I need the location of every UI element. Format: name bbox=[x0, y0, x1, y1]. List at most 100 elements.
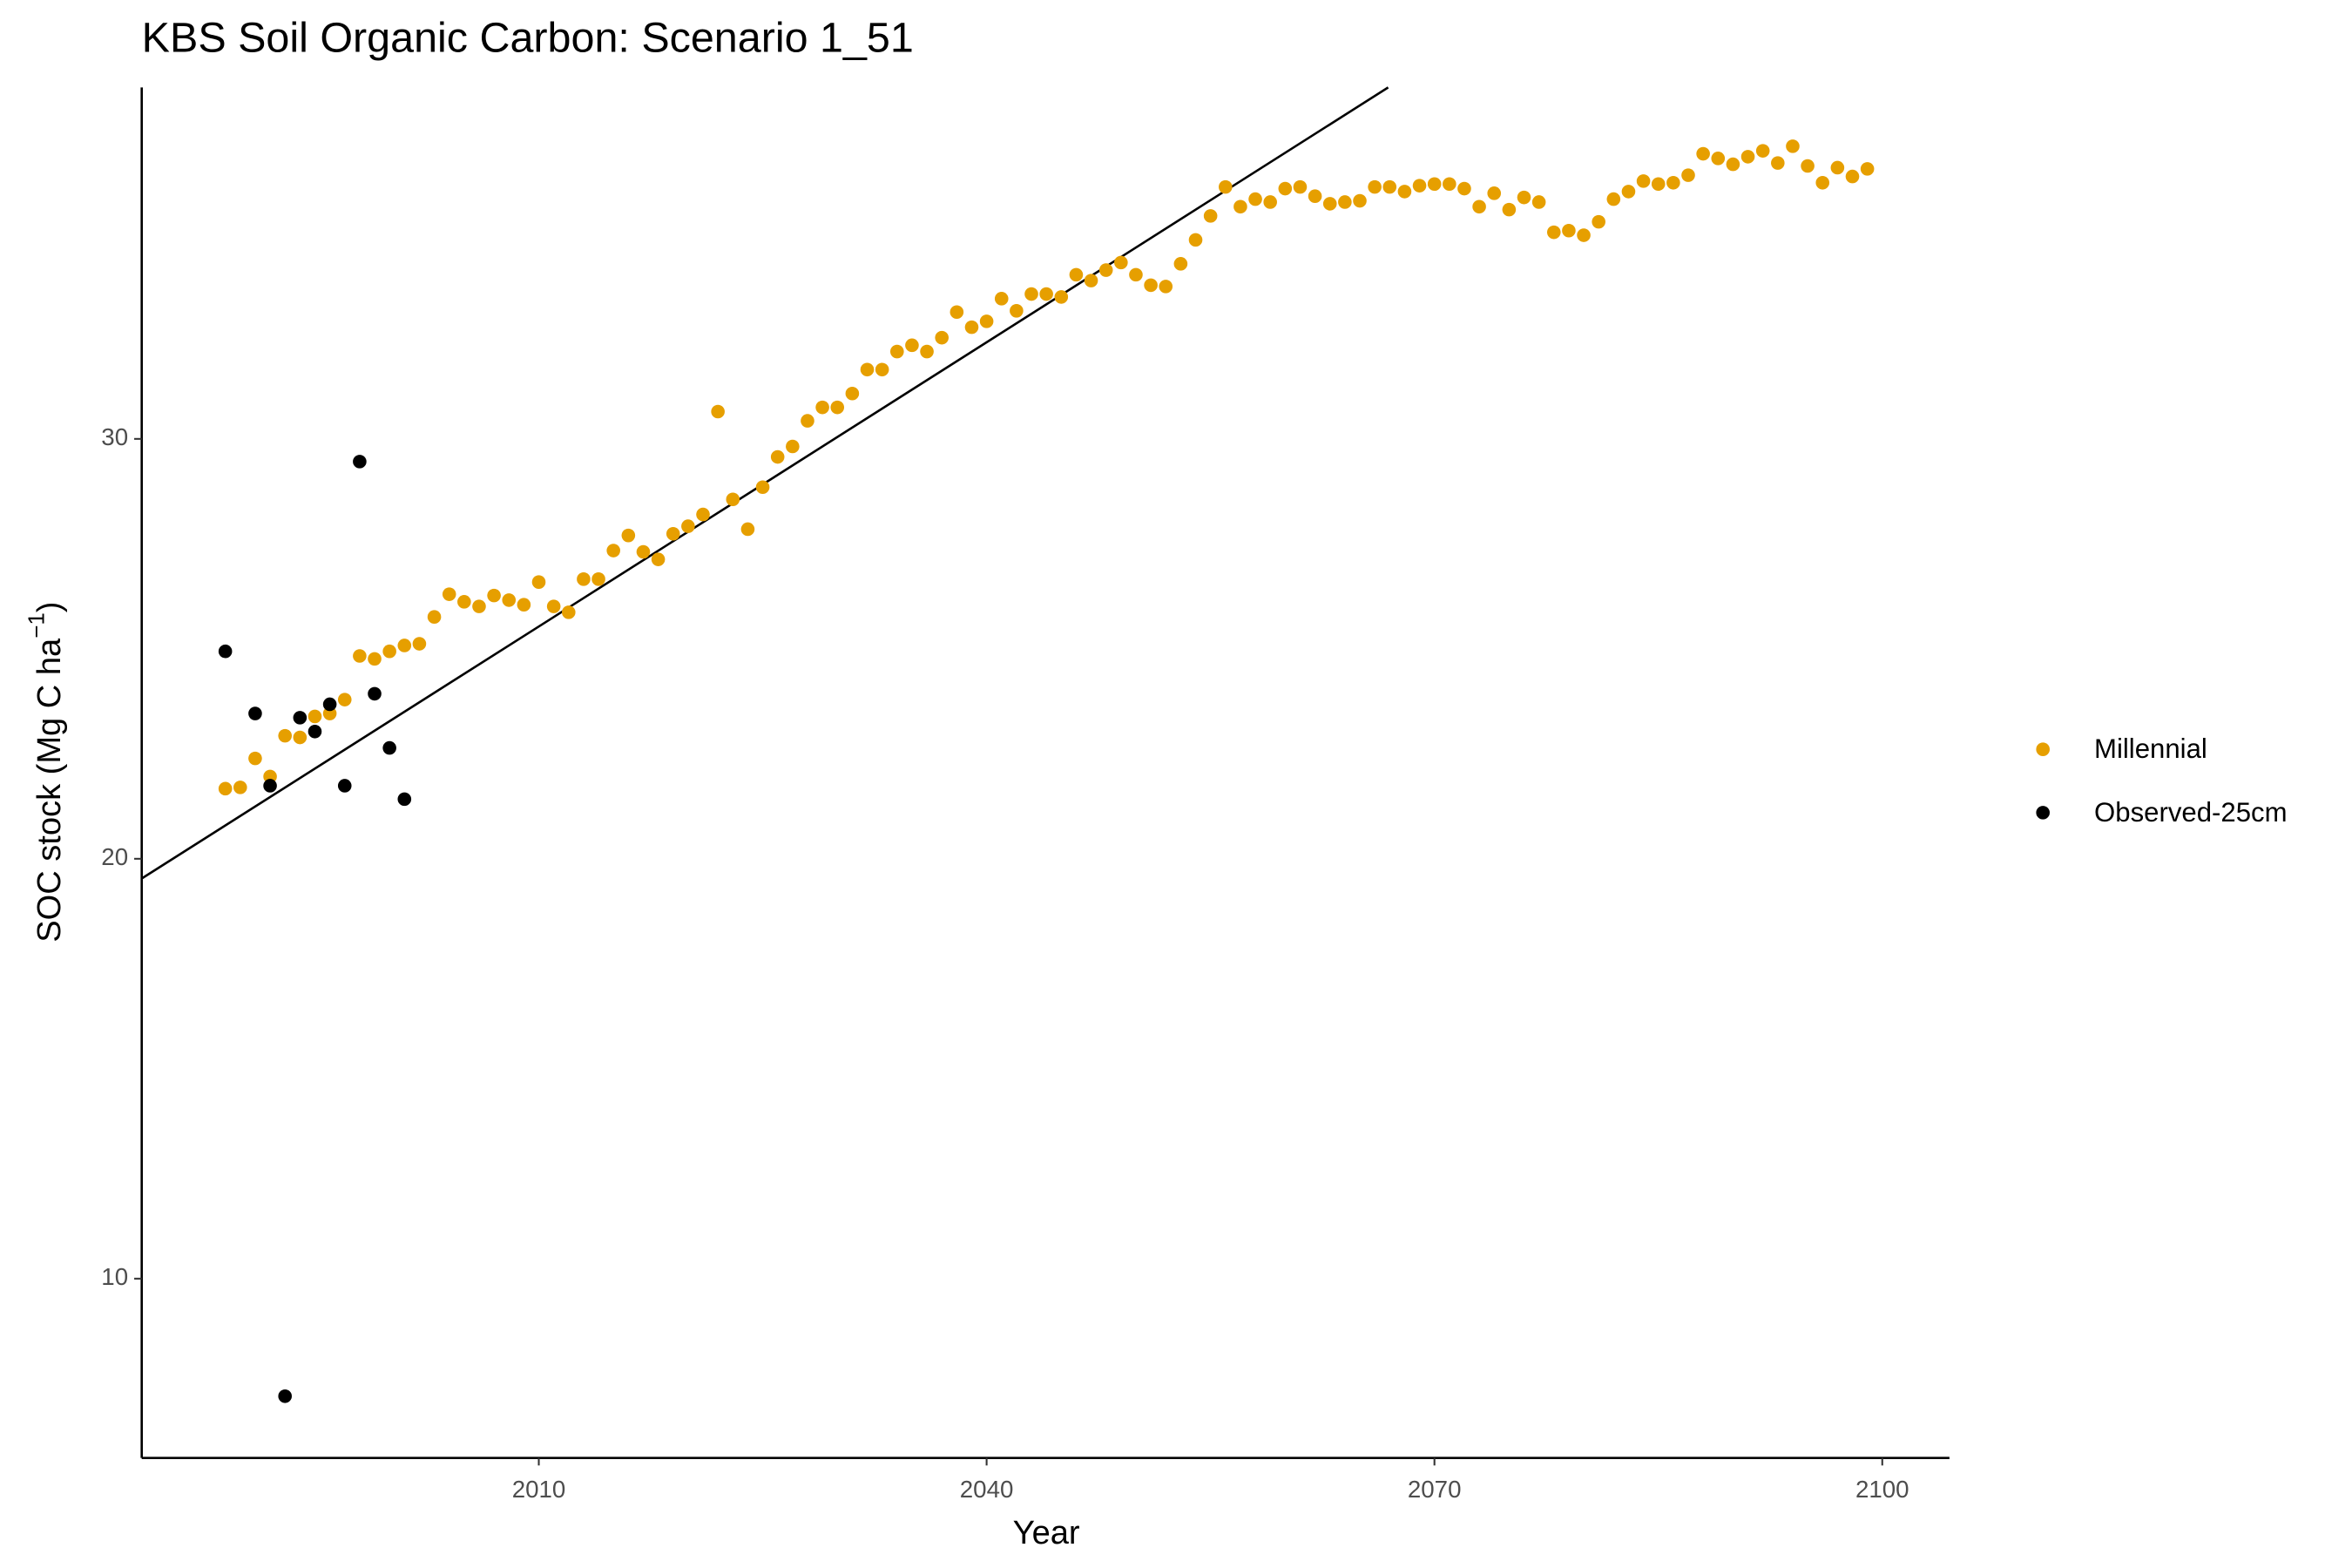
data-point bbox=[1577, 228, 1591, 242]
data-point bbox=[368, 652, 382, 666]
data-point bbox=[1159, 280, 1173, 294]
data-point bbox=[1711, 152, 1726, 166]
data-point bbox=[1024, 287, 1038, 301]
data-point bbox=[1353, 193, 1367, 208]
data-point bbox=[1443, 177, 1456, 192]
data-point bbox=[1278, 181, 1293, 196]
data-point bbox=[427, 610, 442, 624]
data-point bbox=[293, 711, 308, 725]
data-point bbox=[472, 599, 486, 613]
data-point bbox=[442, 587, 456, 601]
data-point bbox=[1233, 199, 1247, 214]
data-point bbox=[1562, 223, 1576, 238]
data-point bbox=[1517, 190, 1531, 205]
data-point bbox=[1546, 225, 1561, 240]
data-point bbox=[1188, 233, 1203, 247]
data-point bbox=[666, 526, 680, 541]
data-point bbox=[845, 386, 860, 401]
data-point bbox=[1218, 179, 1233, 194]
y-axis-title-sup: −1 bbox=[23, 612, 49, 639]
data-point bbox=[1084, 274, 1098, 287]
data-point bbox=[487, 588, 501, 603]
data-point bbox=[278, 728, 292, 743]
data-point bbox=[651, 552, 666, 566]
x-tick-label: 2070 bbox=[1408, 1476, 1462, 1503]
data-point bbox=[1039, 287, 1053, 301]
data-point bbox=[1248, 192, 1262, 206]
data-point bbox=[293, 730, 308, 745]
data-point bbox=[233, 781, 247, 794]
y-tick-label: 20 bbox=[101, 843, 128, 870]
data-point bbox=[397, 792, 412, 807]
data-point bbox=[1203, 209, 1218, 223]
data-point bbox=[412, 637, 427, 651]
data-point bbox=[218, 781, 233, 796]
data-point bbox=[1726, 157, 1740, 172]
data-point bbox=[801, 414, 814, 428]
data-point bbox=[1010, 304, 1024, 318]
data-point bbox=[1845, 169, 1860, 184]
data-point bbox=[1427, 177, 1442, 192]
data-point bbox=[546, 599, 561, 613]
data-point bbox=[1308, 189, 1322, 204]
data-point bbox=[875, 362, 889, 377]
data-point bbox=[755, 480, 770, 495]
data-point bbox=[1098, 263, 1113, 277]
data-point bbox=[337, 779, 352, 793]
data-point bbox=[786, 439, 800, 454]
data-point bbox=[502, 593, 517, 607]
data-point bbox=[308, 709, 322, 724]
data-point bbox=[1815, 176, 1830, 190]
data-point bbox=[1636, 174, 1651, 188]
data-point bbox=[218, 644, 233, 659]
y-tick-label: 30 bbox=[101, 423, 128, 450]
chart-title: KBS Soil Organic Carbon: Scenario 1_51 bbox=[142, 15, 914, 62]
data-point bbox=[1129, 267, 1143, 282]
data-point bbox=[935, 330, 949, 345]
data-point bbox=[1487, 186, 1502, 200]
y-axis-title: SOC stock (Mg C ha−1) bbox=[23, 602, 68, 943]
data-point bbox=[1740, 150, 1755, 164]
data-point bbox=[322, 697, 337, 712]
data-point bbox=[1666, 176, 1680, 190]
data-point bbox=[1621, 185, 1636, 199]
data-point bbox=[308, 724, 322, 739]
data-point bbox=[1368, 179, 1382, 194]
data-point bbox=[457, 595, 471, 609]
data-point bbox=[979, 314, 994, 328]
data-point bbox=[726, 492, 740, 507]
data-point bbox=[1263, 195, 1277, 209]
data-point bbox=[1293, 179, 1308, 194]
data-point bbox=[950, 305, 964, 320]
data-point bbox=[696, 507, 710, 522]
data-point bbox=[920, 344, 934, 359]
data-point bbox=[1606, 192, 1621, 206]
data-point bbox=[1472, 199, 1486, 214]
data-point bbox=[740, 522, 755, 537]
legend-marker bbox=[2036, 806, 2050, 820]
legend-label: Observed-25cm bbox=[2094, 797, 2288, 828]
data-point bbox=[353, 649, 367, 663]
data-point bbox=[994, 292, 1009, 306]
data-point bbox=[382, 644, 396, 659]
data-point bbox=[1755, 144, 1770, 158]
data-point bbox=[1054, 290, 1069, 304]
data-point bbox=[577, 572, 591, 586]
data-point bbox=[1502, 202, 1517, 217]
legend-marker bbox=[2036, 742, 2050, 756]
data-point bbox=[1592, 214, 1605, 229]
data-point bbox=[770, 449, 785, 464]
data-point bbox=[621, 528, 636, 543]
data-point bbox=[1771, 156, 1785, 170]
data-point bbox=[636, 544, 651, 559]
data-point bbox=[1531, 195, 1546, 209]
data-point bbox=[606, 544, 620, 558]
data-point bbox=[889, 344, 904, 359]
data-point bbox=[860, 362, 875, 377]
data-point bbox=[368, 686, 382, 701]
y-axis-title-text: SOC stock (Mg C ha bbox=[31, 638, 68, 943]
data-point bbox=[964, 320, 979, 335]
data-point bbox=[531, 575, 546, 589]
data-point bbox=[1412, 179, 1427, 193]
data-point bbox=[1322, 197, 1337, 211]
